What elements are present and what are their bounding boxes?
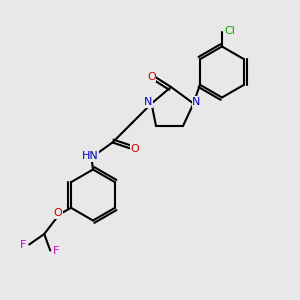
Text: F: F — [53, 245, 59, 256]
Text: N: N — [192, 97, 201, 107]
Text: O: O — [130, 143, 140, 154]
Text: O: O — [147, 71, 156, 82]
Text: N: N — [144, 97, 152, 107]
Text: O: O — [53, 208, 62, 218]
Text: F: F — [20, 239, 26, 250]
Text: Cl: Cl — [224, 26, 235, 37]
Text: HN: HN — [82, 151, 98, 161]
